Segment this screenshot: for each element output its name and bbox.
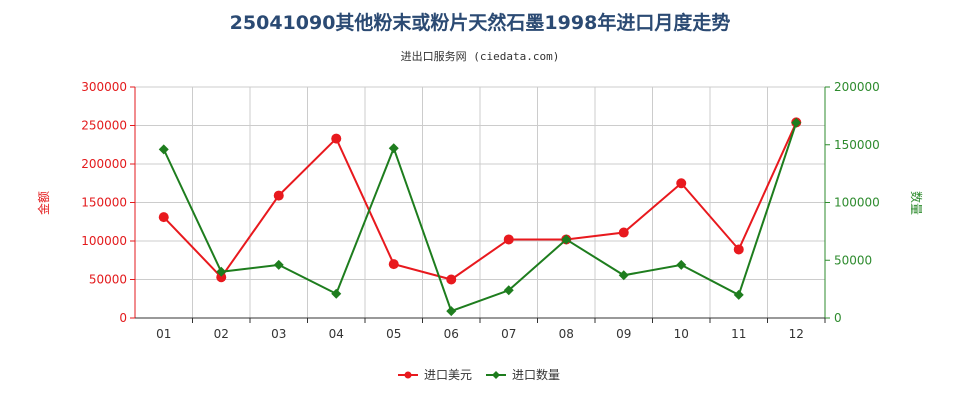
x-tick-label: 11 — [731, 327, 746, 341]
data-point-quantity — [388, 143, 399, 154]
legend-label-qty: 进口数量 — [512, 367, 560, 382]
x-tick-label: 12 — [789, 327, 804, 341]
x-tick-label: 07 — [501, 327, 516, 341]
data-point-usd — [676, 178, 687, 189]
x-tick-label: 05 — [386, 327, 401, 341]
data-point-usd — [733, 244, 744, 255]
data-point-usd — [618, 227, 629, 238]
axes: 0500001000001500002000002500003000000500… — [81, 80, 880, 341]
data-point-usd — [503, 234, 514, 245]
legend-label-usd: 进口美元 — [424, 368, 472, 382]
data-point-quantity — [733, 289, 744, 300]
y2-tick-label: 100000 — [834, 196, 880, 210]
y-tick-label: 300000 — [81, 80, 127, 94]
x-tick-label: 06 — [444, 327, 459, 341]
y-tick-label: 0 — [119, 311, 127, 325]
data-point-quantity — [676, 259, 687, 270]
legend-marker-qty — [492, 371, 500, 379]
y2-tick-label: 200000 — [834, 80, 880, 94]
data-point-usd — [331, 133, 342, 144]
x-tick-label: 09 — [616, 327, 631, 341]
legend: 进口美元 进口数量 — [398, 367, 560, 382]
series-line-quantity — [162, 122, 798, 313]
data-point-quantity — [503, 285, 514, 296]
data-point-quantity — [331, 288, 342, 299]
data-point-usd — [446, 274, 457, 285]
y-tick-label: 50000 — [89, 273, 127, 287]
chart-title: 25041090其他粉末或粉片天然石墨1998年进口月度走势 — [229, 12, 731, 34]
grid — [134, 86, 826, 319]
data-point-quantity — [273, 259, 284, 270]
y-tick-label: 250000 — [81, 119, 127, 133]
y2-tick-label: 0 — [834, 311, 842, 325]
y-tick-label: 200000 — [81, 157, 127, 171]
data-point-quantity — [216, 266, 227, 277]
y-tick-label: 100000 — [81, 234, 127, 248]
data-point-usd — [158, 212, 169, 223]
data-point-usd — [216, 272, 227, 283]
y2-tick-label: 150000 — [834, 138, 880, 152]
series — [158, 117, 802, 317]
x-tick-label: 10 — [674, 327, 689, 341]
x-tick-label: 08 — [559, 327, 574, 341]
chart-subtitle: 进出口服务网 (ciedata.com) — [400, 50, 560, 63]
y2-tick-label: 50000 — [834, 253, 872, 267]
legend-marker-usd — [404, 371, 412, 379]
data-point-quantity — [791, 117, 802, 128]
series-line-usd — [163, 122, 798, 281]
data-point-quantity — [618, 270, 629, 281]
y-axis-label: 金额 — [36, 191, 51, 215]
y-tick-label: 150000 — [81, 196, 127, 210]
data-point-quantity — [446, 306, 457, 317]
x-tick-label: 03 — [271, 327, 286, 341]
x-tick-label: 02 — [214, 327, 229, 341]
x-tick-label: 01 — [156, 327, 171, 341]
data-point-usd — [388, 259, 399, 270]
x-tick-label: 04 — [329, 327, 344, 341]
data-point-usd — [273, 190, 284, 201]
y2-axis-label: 数量 — [909, 191, 924, 215]
data-point-quantity — [158, 144, 169, 155]
data-point-quantity — [561, 234, 572, 245]
